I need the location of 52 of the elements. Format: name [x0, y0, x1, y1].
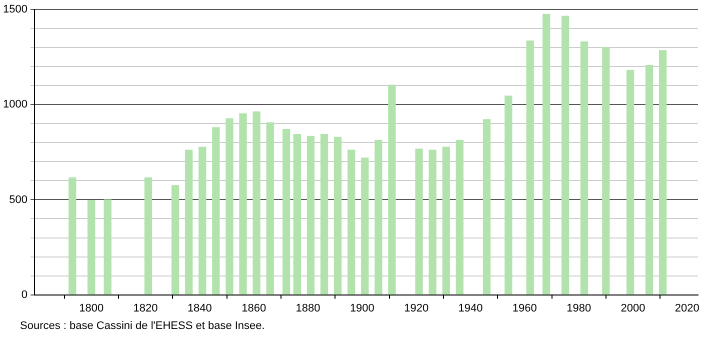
bar	[171, 185, 180, 295]
bar	[320, 134, 328, 295]
x-tick-label: 1800	[79, 302, 104, 314]
x-tick-label: 1960	[512, 302, 537, 314]
bar	[526, 40, 534, 295]
bar	[456, 140, 464, 295]
x-tick-label: 1920	[404, 302, 429, 314]
bar	[645, 64, 654, 295]
y-tick-label: 1000	[2, 98, 28, 111]
bar	[266, 122, 274, 295]
source-note: Sources : base Cassini de l'EHESS et base Insee.	[20, 320, 265, 332]
bar	[226, 118, 234, 295]
bar	[442, 146, 450, 295]
bar	[334, 136, 342, 295]
y-tick-label: 0	[21, 288, 28, 301]
x-tick-label: 2000	[620, 302, 646, 314]
x-tick-label: 1860	[242, 302, 266, 314]
x-tick-label: 1900	[350, 302, 374, 314]
x-tick-label: 1840	[187, 302, 212, 314]
y-tick-label: 500	[9, 194, 28, 206]
bar	[561, 16, 570, 295]
bar	[415, 148, 423, 295]
x-tick-label: 1820	[133, 302, 158, 314]
bar	[282, 129, 290, 295]
x-tick-label: 1880	[296, 302, 320, 314]
bar	[602, 47, 610, 295]
bar	[198, 146, 206, 295]
bar	[580, 41, 588, 295]
bar	[239, 113, 247, 295]
bar	[428, 150, 436, 295]
x-tick-label: 1940	[458, 302, 483, 314]
bar	[252, 111, 260, 295]
bar	[542, 14, 550, 295]
bar	[504, 96, 512, 295]
bar	[658, 50, 667, 295]
bar	[306, 136, 315, 295]
bar	[388, 84, 396, 295]
bar	[144, 177, 152, 295]
bar	[104, 199, 112, 295]
y-tick-label: 1500	[2, 4, 28, 16]
bar	[212, 127, 220, 295]
bar	[185, 150, 193, 295]
bar	[348, 150, 356, 295]
bar	[361, 158, 369, 295]
bar	[482, 119, 491, 295]
bar	[88, 200, 96, 295]
x-tick-label: 1980	[566, 302, 592, 314]
bar	[626, 70, 634, 295]
bar	[68, 177, 76, 295]
x-tick-label: 2020	[674, 302, 700, 314]
bar	[293, 134, 302, 295]
bar	[374, 140, 382, 295]
